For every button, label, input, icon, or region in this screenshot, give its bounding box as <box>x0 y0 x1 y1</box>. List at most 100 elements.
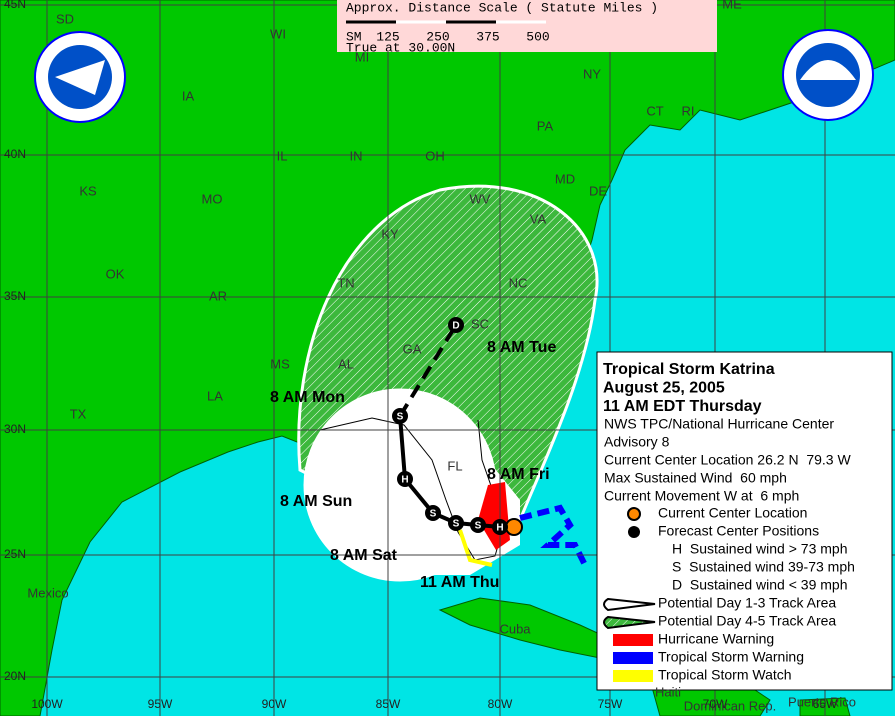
place-label: Mexico <box>27 585 68 600</box>
legend-info: NWS TPC/National Hurricane Center <box>604 416 834 432</box>
scale-note: True at 30.00N <box>346 40 455 55</box>
state-label: IA <box>182 88 195 103</box>
state-label: FL <box>447 458 462 473</box>
state-label: AR <box>209 288 227 303</box>
scale-unit: SM <box>346 29 362 44</box>
legend-item: Current Center Location <box>658 505 807 521</box>
latitude-label: 45N <box>4 0 26 11</box>
legend-item: Tropical Storm Warning <box>658 649 804 665</box>
state-label: OH <box>425 148 445 163</box>
state-label: AL <box>338 356 354 371</box>
state-label: OK <box>106 266 125 281</box>
legend-title: Tropical Storm Katrina <box>603 361 775 378</box>
track-point-label: H <box>496 523 503 534</box>
state-label: TN <box>337 275 354 290</box>
legend-item: Potential Day 1-3 Track Area <box>658 595 836 611</box>
noaa-logo <box>782 29 874 121</box>
legend-icon <box>627 507 641 521</box>
legend-info: Current Center Location 26.2 N 79.3 W <box>604 452 851 468</box>
state-label: NY <box>583 66 601 81</box>
state-label: RI <box>682 103 695 118</box>
state-label: TX <box>70 406 87 421</box>
track-point-label: S <box>475 521 482 532</box>
latitude-label: 35N <box>4 289 26 303</box>
state-label: WI <box>270 26 286 41</box>
nws-logo <box>34 31 126 123</box>
noaa-label: NOAA <box>812 51 844 63</box>
track-point <box>392 408 408 424</box>
current-center <box>505 518 523 536</box>
state-label: KY <box>381 226 399 241</box>
state-label: SD <box>56 11 74 26</box>
state-label: ME <box>722 0 742 11</box>
tropical-storm-warning <box>519 504 588 567</box>
state-label: LA <box>207 388 223 403</box>
longitude-label: 95W <box>148 697 173 711</box>
state-label: IL <box>277 148 288 163</box>
track-point <box>448 515 464 531</box>
forecast-time: 8 AM Sun <box>280 493 352 510</box>
state-label: NC <box>509 275 528 290</box>
state-label: MO <box>202 191 223 206</box>
state-label: SC <box>471 316 489 331</box>
track-point-label: H <box>401 475 408 486</box>
latitude-label: 20N <box>4 669 26 683</box>
legend-title: 11 AM EDT Thursday <box>603 398 762 415</box>
state-label: IN <box>350 148 363 163</box>
longitude-label: 70W <box>703 697 728 711</box>
legend-info: Advisory 8 <box>604 434 670 450</box>
forecast-time: 11 AM Thu <box>420 574 499 591</box>
scale-mark: 375 <box>476 29 499 44</box>
state-label: KS <box>79 183 97 198</box>
scale-mark: 125 <box>376 29 399 44</box>
legend-item: Potential Day 4-5 Track Area <box>658 613 836 629</box>
latitude-label: 40N <box>4 147 26 161</box>
state-label: CT <box>646 103 663 118</box>
state-label: VA <box>530 211 547 226</box>
state-label: GA <box>403 341 422 356</box>
legend-box <box>596 351 893 691</box>
legend-icon <box>603 597 656 612</box>
forecast-time: 8 AM Tue <box>487 339 556 356</box>
place-label: Puerto Rico <box>788 694 856 709</box>
track-forecast <box>398 323 458 418</box>
legend-item: Hurricane Warning <box>658 631 774 647</box>
track-point <box>492 519 508 535</box>
longitude-label: 100W <box>31 697 63 711</box>
forecast-time: 8 AM Sat <box>330 547 398 564</box>
legend-icon <box>613 652 653 664</box>
track-point <box>470 517 486 533</box>
track-point-label: D <box>452 321 459 332</box>
state-label: MD <box>555 171 575 186</box>
legend-info: Max Sustained Wind 60 mph <box>604 470 787 486</box>
track-point <box>397 471 413 487</box>
scale-box <box>337 0 717 52</box>
scale-mark: 250 <box>426 29 449 44</box>
place-label: Dominican Rep. <box>684 698 777 713</box>
place-label: Haiti <box>655 684 681 699</box>
legend-item: Tropical Storm Watch <box>658 667 792 683</box>
scale-mark: 500 <box>526 29 549 44</box>
legend-item: D Sustained wind < 39 mph <box>672 577 848 593</box>
longitude-label: 75W <box>598 697 623 711</box>
state-label: WV <box>470 191 491 206</box>
state-label: DE <box>589 183 607 198</box>
legend-icon <box>613 634 653 646</box>
track-point-label: S <box>453 519 460 530</box>
forecast-time: 8 AM Fri <box>487 466 550 483</box>
place-label: Cuba <box>499 621 531 636</box>
state-label: MS <box>270 356 290 371</box>
longitude-label: 90W <box>262 697 287 711</box>
state-label: MI <box>355 49 369 64</box>
forecast-time: 8 AM Mon <box>270 389 345 406</box>
legend-title: August 25, 2005 <box>603 380 725 397</box>
legend-info: Current Movement W at 6 mph <box>604 488 799 504</box>
tropical-storm-watch <box>458 529 493 567</box>
legend-icon <box>613 670 653 682</box>
legend-item: H Sustained wind > 73 mph <box>672 541 848 557</box>
longitude-label: 80W <box>488 697 513 711</box>
track-point-label: S <box>397 412 404 423</box>
legend-icon <box>603 615 656 630</box>
longitude-label: 85W <box>376 697 401 711</box>
